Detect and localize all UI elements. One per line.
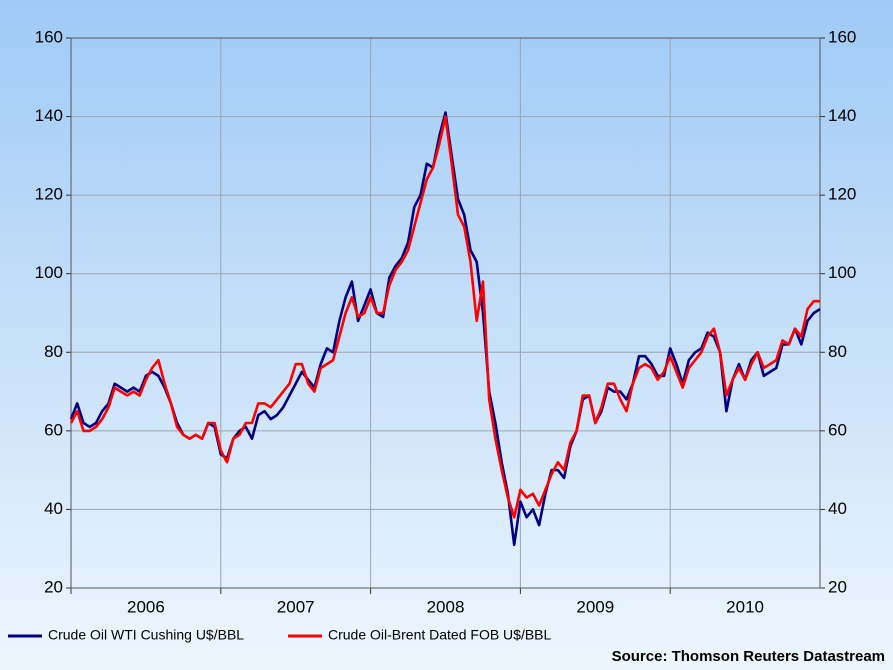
series-line — [69, 115, 820, 519]
x-tick-label: 2007 — [277, 597, 315, 616]
legend-label: Crude Oil-Brent Dated FOB U$/BBL — [328, 627, 552, 643]
x-tick-label: 2008 — [427, 597, 465, 616]
y-tick-label: 60 — [44, 420, 63, 439]
y2-tick-label: 20 — [828, 577, 847, 596]
y2-tick-label: 120 — [828, 185, 856, 204]
y-tick-label: 20 — [44, 577, 63, 596]
y2-tick-label: 60 — [828, 420, 847, 439]
y2-tick-label: 160 — [828, 27, 856, 46]
y2-tick-label: 140 — [828, 106, 856, 125]
y-tick-label: 140 — [35, 106, 63, 125]
x-tick-label: 2010 — [726, 597, 764, 616]
source: Source: Thomson Reuters Datastream — [612, 648, 885, 665]
y2-tick-label: 40 — [828, 499, 847, 518]
y-tick-label: 100 — [35, 263, 63, 282]
y-tick-label: 80 — [44, 342, 63, 361]
y2-tick-label: 100 — [828, 263, 856, 282]
legend-label: Crude Oil WTI Cushing U$/BBL — [48, 627, 244, 643]
plot-border — [70, 37, 821, 589]
x-tick-label: 2006 — [127, 597, 165, 616]
y2-tick-label: 80 — [828, 342, 847, 361]
y-tick-label: 160 — [35, 27, 63, 46]
x-tick-label: 2009 — [576, 597, 614, 616]
y-tick-label: 120 — [35, 185, 63, 204]
y-tick-label: 40 — [44, 499, 63, 518]
